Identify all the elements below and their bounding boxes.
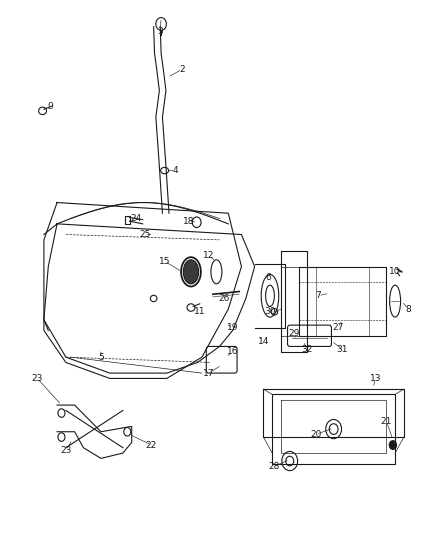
Text: 2: 2 [179,65,184,74]
Text: 32: 32 [301,345,312,353]
Text: 4: 4 [173,166,178,175]
Text: 15: 15 [159,257,170,265]
Text: 17: 17 [202,369,214,377]
Text: 18: 18 [183,217,194,225]
Text: 24: 24 [130,214,141,223]
Text: 22: 22 [145,441,157,449]
Text: 19: 19 [226,324,238,332]
Text: 31: 31 [336,345,347,353]
Text: 20: 20 [310,430,321,439]
Text: 7: 7 [314,292,321,300]
Text: 10: 10 [389,268,400,276]
Bar [125,216,130,224]
Text: 25: 25 [139,230,150,239]
Text: 27: 27 [332,324,343,332]
Text: 12: 12 [202,252,214,260]
Ellipse shape [183,260,198,284]
Text: 16: 16 [226,348,238,356]
Text: 23: 23 [60,446,71,455]
Text: 5: 5 [98,353,104,361]
Text: 28: 28 [268,462,279,471]
Text: 9: 9 [47,102,53,111]
Text: 14: 14 [257,337,268,345]
Text: 11: 11 [194,308,205,316]
Text: 23: 23 [32,374,43,383]
Text: 8: 8 [404,305,410,313]
Text: 13: 13 [369,374,380,383]
Text: 21: 21 [380,417,391,425]
Text: 30: 30 [264,308,275,316]
Circle shape [389,441,396,449]
Text: 26: 26 [218,294,229,303]
Text: 6: 6 [264,273,270,281]
Text: 3: 3 [157,28,163,36]
Text: 29: 29 [288,329,299,337]
